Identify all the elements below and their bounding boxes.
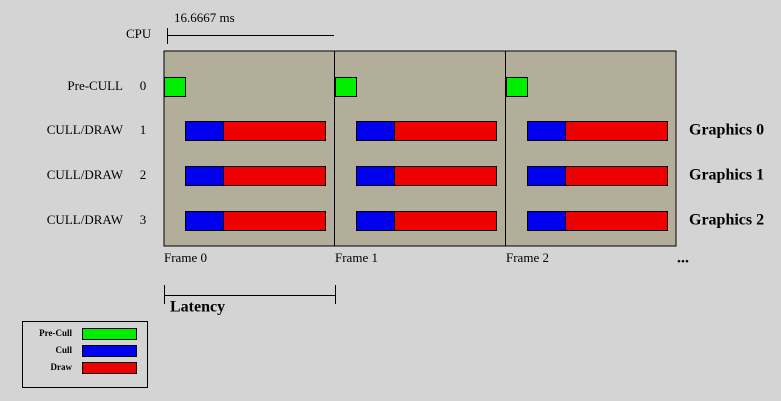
row-label: CULL/DRAW [47, 122, 124, 137]
legend-swatch [82, 362, 137, 374]
cpu-label: CPU [126, 26, 152, 41]
row-index: 0 [140, 78, 147, 93]
draw-box [394, 121, 497, 141]
draw-box [223, 121, 326, 141]
frame-label: Frame 0 [164, 250, 207, 265]
pipe-label: Graphics 0 [689, 122, 764, 139]
cull-box [185, 121, 224, 141]
legend-label: Draw [51, 362, 73, 372]
legend-label: Cull [55, 345, 72, 355]
draw-box [223, 211, 326, 231]
legend-swatch [82, 328, 137, 340]
cull-box [356, 121, 395, 141]
cull-box [356, 166, 395, 186]
row-label: CULL/DRAW [47, 167, 124, 182]
row-index: 2 [140, 167, 147, 182]
ellipsis: ... [677, 250, 689, 267]
draw-box [565, 211, 668, 231]
precull-box [164, 77, 186, 97]
draw-box [565, 166, 668, 186]
cull-box [185, 166, 224, 186]
row-index: 1 [140, 122, 147, 137]
draw-box [394, 211, 497, 231]
cull-box [185, 211, 224, 231]
cull-box [527, 121, 566, 141]
draw-box [223, 166, 326, 186]
draw-box [565, 121, 668, 141]
legend-swatch [82, 345, 137, 357]
frame-label: Frame 1 [335, 250, 378, 265]
row-label: Pre-CULL [67, 78, 123, 93]
frame-label: Frame 2 [506, 250, 549, 265]
cull-box [527, 211, 566, 231]
precull-box [335, 77, 357, 97]
pipe-label: Graphics 1 [689, 167, 764, 184]
row-label: CULL/DRAW [47, 212, 124, 227]
legend-label: Pre-Cull [39, 328, 72, 338]
frame-duration: 16.6667 ms [174, 10, 235, 25]
latency-label: Latency [170, 299, 225, 316]
draw-box [394, 166, 497, 186]
row-index: 3 [140, 212, 147, 227]
pipe-label: Graphics 2 [689, 212, 764, 229]
cull-box [527, 166, 566, 186]
precull-box [506, 77, 528, 97]
cull-box [356, 211, 395, 231]
